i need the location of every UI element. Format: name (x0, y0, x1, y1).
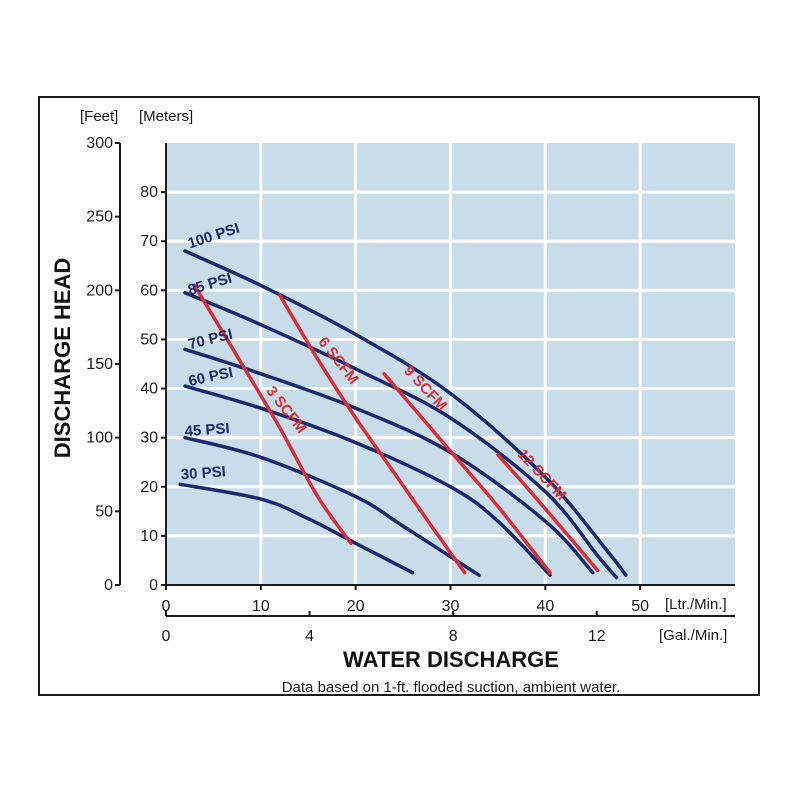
series-label-45-psi: 45 PSI (184, 420, 230, 440)
y-unit-feet: [Feet] (80, 108, 118, 125)
series-label-30-psi: 30 PSI (180, 463, 226, 483)
series-line-9-scfm (382, 372, 552, 575)
y-tick-label-feet: 300 (86, 135, 113, 152)
y-axis-title: DISCHARGE HEAD (50, 258, 75, 458)
series-line-85-psi (183, 291, 619, 580)
y-tick-label-feet: 150 (86, 356, 113, 373)
x-tick-label-gallons: 4 (305, 628, 314, 645)
y-tick-label-feet: 100 (86, 430, 113, 447)
y-tick-label-feet: 250 (86, 209, 113, 226)
series-line-12-scfm (496, 453, 600, 573)
x-axis-title: WATER DISCHARGE (343, 647, 559, 672)
x-tick-label-gallons: 8 (449, 628, 458, 645)
y-tick-label-feet: 200 (86, 282, 113, 299)
x-tick-label-liters: 50 (631, 598, 649, 615)
series-line-45-psi (183, 435, 481, 577)
x-tick-label-liters: 40 (536, 598, 554, 615)
x-unit-gallons: [Gal./Min.] (659, 627, 727, 644)
x-tick-label-liters: 30 (442, 598, 460, 615)
y-tick-label-meters: 80 (140, 184, 158, 201)
series-layer (178, 249, 628, 580)
y-tick-label-meters: 20 (140, 479, 158, 496)
series-line-70-psi (183, 347, 595, 575)
x-tick-label-liters: 0 (162, 598, 171, 615)
y-unit-meters: [Meters] (139, 108, 193, 125)
y-tick-label-meters: 70 (140, 233, 158, 250)
series-line-6-scfm (278, 293, 467, 575)
y-tick-label-meters: 40 (140, 381, 158, 398)
footnote: Data based on 1-ft. flooded suction, amb… (282, 679, 621, 696)
y-tick-label-meters: 0 (149, 577, 158, 594)
y-tick-label-feet: 0 (104, 577, 113, 594)
y-tick-label-feet: 50 (95, 503, 113, 520)
x-tick-label-liters: 20 (347, 598, 365, 615)
series-line-3-scfm (192, 283, 353, 546)
series-line-60-psi (183, 384, 552, 577)
x-tick-label-gallons: 0 (162, 628, 171, 645)
series-line-100-psi (183, 249, 628, 577)
series-line-30-psi (178, 482, 415, 575)
y-tick-label-meters: 50 (140, 331, 158, 348)
y-tick-label-meters: 60 (140, 282, 158, 299)
x-unit-liters: [Ltr./Min.] (665, 596, 727, 613)
y-tick-label-meters: 10 (140, 528, 158, 545)
x-tick-label-gallons: 12 (588, 628, 606, 645)
y-tick-label-meters: 30 (140, 430, 158, 447)
x-tick-label-liters: 10 (252, 598, 270, 615)
